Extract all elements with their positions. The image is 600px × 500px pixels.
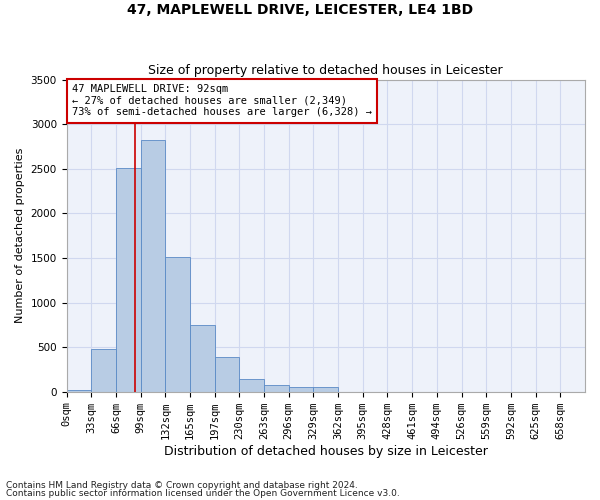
Text: 47, MAPLEWELL DRIVE, LEICESTER, LE4 1BD: 47, MAPLEWELL DRIVE, LEICESTER, LE4 1BD	[127, 2, 473, 16]
Bar	[190, 325, 215, 392]
Bar	[140, 140, 165, 392]
Text: Contains public sector information licensed under the Open Government Licence v3: Contains public sector information licen…	[6, 489, 400, 498]
Bar	[116, 168, 140, 392]
Bar	[67, 390, 91, 392]
Bar	[313, 388, 338, 392]
Bar	[289, 388, 313, 392]
X-axis label: Distribution of detached houses by size in Leicester: Distribution of detached houses by size …	[164, 444, 488, 458]
Y-axis label: Number of detached properties: Number of detached properties	[15, 148, 25, 324]
Bar	[264, 386, 289, 392]
Title: Size of property relative to detached houses in Leicester: Size of property relative to detached ho…	[148, 64, 503, 77]
Bar	[215, 358, 239, 392]
Text: 47 MAPLEWELL DRIVE: 92sqm
← 27% of detached houses are smaller (2,349)
73% of se: 47 MAPLEWELL DRIVE: 92sqm ← 27% of detac…	[72, 84, 372, 117]
Bar	[239, 379, 264, 392]
Bar	[165, 257, 190, 392]
Bar	[91, 349, 116, 392]
Text: Contains HM Land Registry data © Crown copyright and database right 2024.: Contains HM Land Registry data © Crown c…	[6, 480, 358, 490]
